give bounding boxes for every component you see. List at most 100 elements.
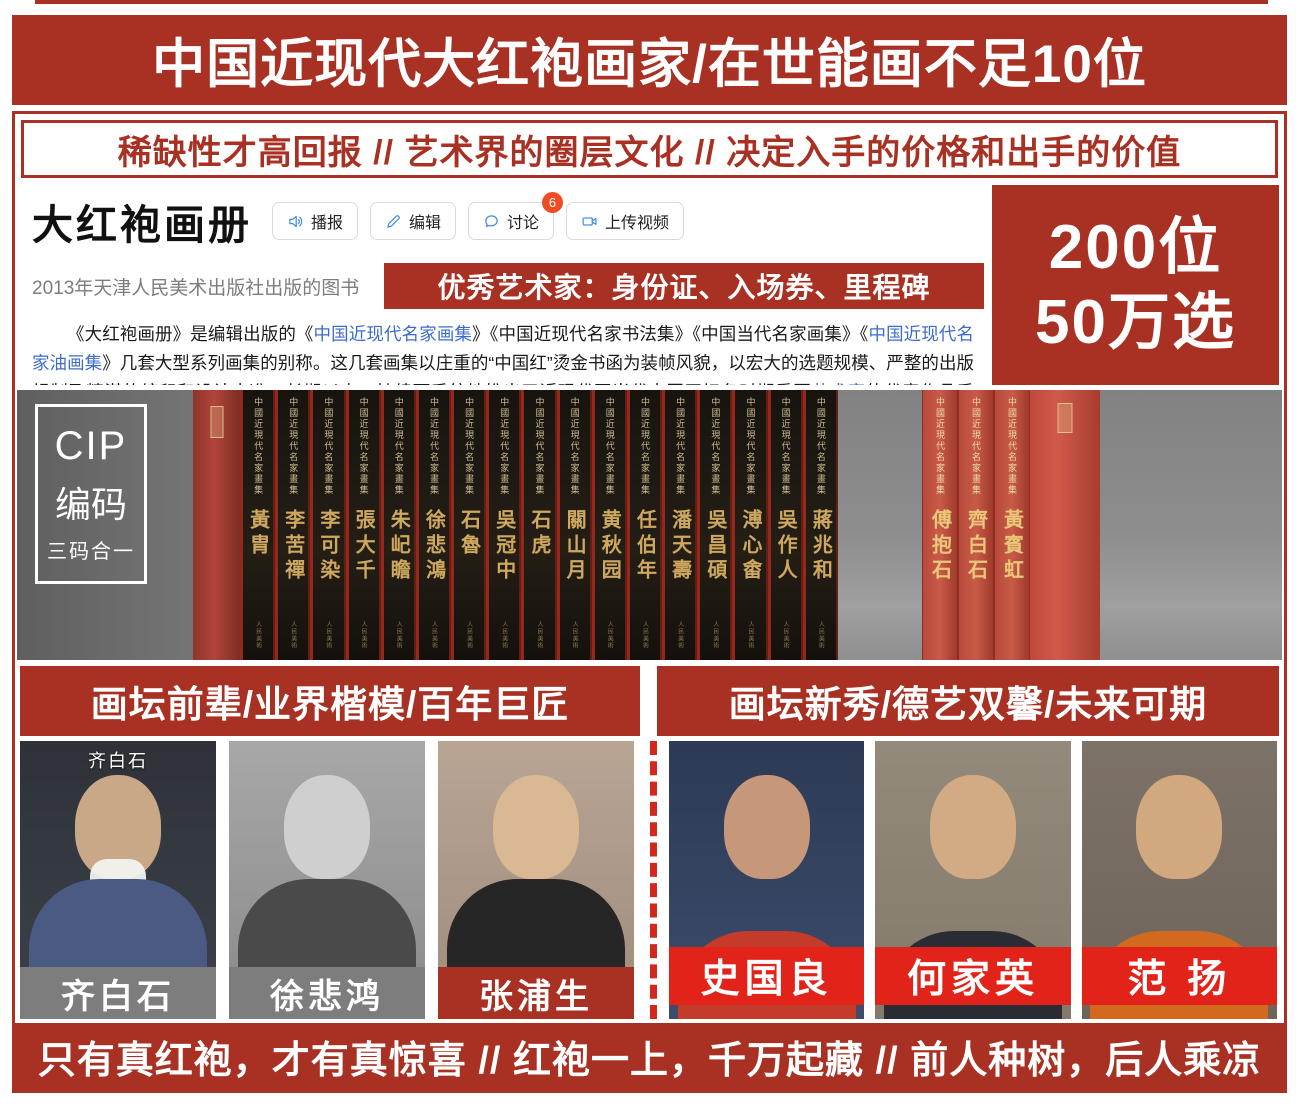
spine-publisher-mark: 人民美術: [817, 621, 824, 649]
portrait-shiguoliang: 史国良: [669, 741, 865, 1019]
spine-artist-name: 黃賓虹: [1000, 509, 1023, 584]
veterans-banner: 画坛前辈/业界楷模/百年巨匠: [20, 666, 640, 736]
portrait-silhouette: [238, 879, 416, 967]
spine-publisher-mark: 人民美術: [360, 621, 367, 649]
red-slipcase-edge: [193, 390, 240, 660]
link-youhua-ji[interactable]: 中国近现代名家油画集: [32, 324, 975, 373]
book-spine: 中國近現代名家畫集 黃胄 人民美術: [240, 390, 276, 660]
portrait-silhouette: [929, 775, 1016, 879]
headline-text: 中国近现代大红袍画家/在世能画不足10位: [152, 35, 1147, 94]
broadcast-label: 播报: [311, 215, 344, 232]
portrait-name-label: 范 扬: [1081, 947, 1277, 1005]
baike-subtitle-row: 2013年天津人民美术出版社出版的图书 优秀艺术家：身份证、入场券、里程碑: [32, 263, 984, 309]
photo-left-area: CIP 编码 三码合一: [17, 390, 193, 660]
portrait-hejiaying: 何家英: [875, 741, 1071, 1019]
portrait-fanyang: 范 扬: [1081, 741, 1277, 1019]
book-spine: 中國近現代名家畫集 張大千 人民美術: [345, 390, 381, 660]
red-slipcase-box: [1030, 390, 1100, 660]
portrait-silhouette: [447, 879, 625, 967]
spine-publisher-mark: 人民美術: [782, 621, 789, 649]
book-spine: 中國近現代名家畫集 李可染 人民美術: [310, 390, 346, 660]
spine-artist-name: 李苦禪: [281, 509, 304, 584]
portrait-name-label: 张浦生: [438, 967, 634, 1019]
portrait-silhouette: [284, 775, 370, 879]
book-spine: 中國近現代名家畫集黃賓虹: [994, 390, 1030, 660]
edit-label: 编辑: [409, 215, 442, 232]
spine-publisher-mark: 人民美術: [606, 621, 613, 649]
cip-line-3: 三码合一: [47, 541, 135, 563]
footer-banner: 只有真红袍，才有真惊喜 // 红袍一上，千万起藏 // 前人种树，后人乘凉: [15, 1023, 1284, 1090]
book-spine: 中國近現代名家畫集 潘天壽 人民美術: [662, 390, 698, 660]
discuss-count-badge: 6: [542, 192, 564, 213]
paragraph-text: 《大红袍画册》是编辑出版的《: [67, 324, 314, 344]
portrait-name-label: 齐白石: [20, 967, 216, 1019]
discuss-label: 讨论: [507, 215, 540, 232]
portraits-row: 齐白石 齐白石 徐悲鸿 张浦生: [20, 741, 1279, 1019]
portrait-xubeihong: 徐悲鸿: [229, 741, 425, 1019]
spine-publisher-mark: 人民美術: [711, 621, 718, 649]
shelf-gap: [838, 390, 922, 660]
section-banner-row: 画坛前辈/业界楷模/百年巨匠 画坛新秀/德艺双馨/未来可期: [20, 666, 1279, 736]
baike-card: 大红袍画册 播报 编辑 讨论 6: [20, 185, 984, 385]
book-spine: 中國近現代名家畫集 關山月 人民美術: [556, 390, 592, 660]
book-spine: 中國近現代名家畫集朱屺瞻人民美術: [380, 390, 416, 660]
slogan-text: 优秀艺术家：身份证、入场券、里程碑: [437, 272, 931, 303]
subhead-box: 稀缺性才高回报 // 艺术界的圈层文化 // 决定入手的价格和出手的价值: [21, 120, 1278, 178]
spine-artist-name: 蔣兆和: [809, 509, 832, 584]
spine-artist-name: 朱屺瞻: [387, 509, 410, 584]
book-spine: 中國近現代名家畫集徐悲鴻人民美術: [415, 390, 452, 660]
books-photo: CIP 编码 三码合一 中國近現代名家畫集 黃胄 人民美術 中國近現代名家畫集李苦禪…: [17, 390, 1282, 660]
spine-series-title: 中國近現代名家畫集: [534, 397, 545, 496]
spine-artist-name: 徐悲鴻: [422, 509, 445, 584]
book-spine: 中國近現代名家畫集 吳作人 人民美術: [767, 390, 803, 660]
discuss-button[interactable]: 讨论 6: [468, 192, 564, 240]
spine-series-title: 中國近現代名家畫集: [428, 397, 439, 496]
spine-artist-name: 傅抱石: [928, 509, 951, 584]
book-spine: 中國近現代名家畫集 蔣兆和 人民美術: [802, 390, 838, 660]
link-minghua-ji[interactable]: 中国近现代名家画集: [313, 324, 473, 344]
red-book-spines: 中國近現代名家畫集 傅抱石 中國近現代名家畫集 齊白石 中國近現代名家畫集 黃賓虹: [922, 390, 1100, 660]
photo-caption-overlay: 齐白石: [88, 751, 148, 771]
spine-publisher-mark: 人民美術: [395, 621, 402, 649]
book-spine: 中國近現代名家畫集 石魯 人民美術: [451, 390, 487, 660]
spine-publisher-mark: 人民美術: [500, 621, 507, 649]
baike-paragraph: 《大红袍画册》是编辑出版的《中国近现代名家画集》《中国近现代名家书法集》《中国当…: [32, 320, 974, 385]
content-frame: 稀缺性才高回报 // 艺术界的圈层文化 // 决定入手的价格和出手的价值 大红袍…: [12, 111, 1287, 1093]
spine-series-title: 中國近現代名家畫集: [604, 397, 615, 496]
portrait-photo: 史国良: [669, 741, 865, 1019]
spine-artist-name: 吳作人: [774, 509, 797, 584]
book-spine: 中國近現代名家畫集吳昌碩人民美術: [697, 390, 733, 660]
spine-series-title: 中國近現代名家畫集: [710, 397, 721, 496]
spine-publisher-mark: 人民美術: [430, 621, 437, 649]
cip-line-1: CIP: [54, 424, 128, 468]
spine-artist-name: 李可染: [316, 509, 339, 584]
portrait-silhouette: [493, 775, 579, 879]
spine-artist-name: 石魯: [457, 509, 480, 559]
spine-series-title: 中國近現代名家畫集: [1007, 397, 1017, 496]
spine-publisher-mark: 人民美術: [324, 621, 331, 649]
baike-header: 大红袍画册 播报 编辑 讨论 6: [32, 191, 984, 251]
spine-artist-name: 吳昌碩: [703, 509, 726, 584]
spine-series-title: 中國近現代名家畫集: [464, 397, 475, 496]
portrait-photo: 齐白石: [20, 741, 216, 967]
spine-publisher-mark: 人民美術: [289, 621, 296, 649]
portrait-silhouette: [29, 879, 207, 967]
black-book-spines: 中國近現代名家畫集 黃胄 人民美術 中國近現代名家畫集李苦禪人民美術 中國近現代名家…: [240, 390, 838, 660]
paragraph-text: 》《中国近现代名家书法集》《中国当代名家画集》《: [472, 324, 869, 344]
spine-publisher-mark: 人民美術: [746, 621, 753, 649]
veterans-banner-text: 画坛前辈/业界楷模/百年巨匠: [90, 684, 570, 725]
seal-mark: [1057, 403, 1073, 433]
spine-series-title: 中國近現代名家畫集: [393, 397, 404, 496]
portrait-photo: 何家英: [875, 741, 1071, 1019]
stat-box: 200位 50万选: [992, 185, 1279, 385]
paragraph-text: 》几套大型系列画集的别称。这几套画集以庄重的“中国红”烫金书函为装帧风貌，以宏大…: [32, 353, 975, 385]
slogan-bar: 优秀艺术家：身份证、入场券、里程碑: [384, 263, 984, 309]
edit-button[interactable]: 编辑: [370, 202, 457, 240]
spine-publisher-mark: 人民美術: [676, 621, 683, 649]
spine-artist-name: 潘天壽: [668, 509, 691, 584]
broadcast-button[interactable]: 播报: [272, 202, 359, 240]
upload-video-button[interactable]: 上传视频: [566, 202, 685, 240]
link-yishujia[interactable]: 艺术家: [811, 382, 865, 385]
baike-title: 大红袍画册: [32, 202, 252, 248]
